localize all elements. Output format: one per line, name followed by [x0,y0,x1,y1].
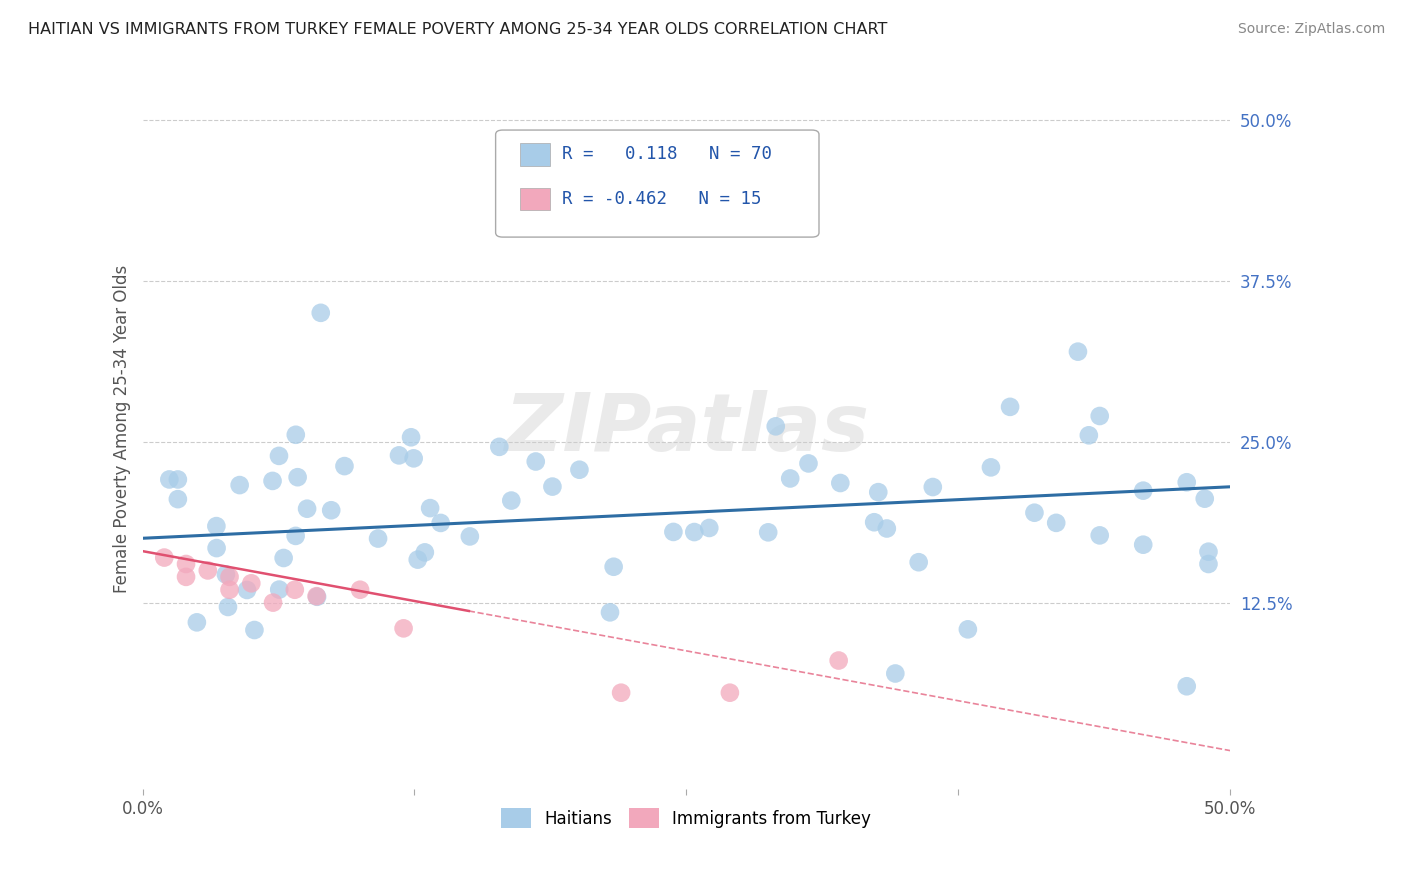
Point [765,419,787,434]
Point [367,532,389,546]
Point [240,576,263,591]
Point [205,519,228,533]
Point [756,525,779,540]
Point [399,430,422,444]
Point [174,570,197,584]
Point [541,480,564,494]
Point [309,306,332,320]
Point [610,686,633,700]
Point [349,582,371,597]
Y-axis label: Female Poverty Among 25-34 Year Olds: Female Poverty Among 25-34 Year Olds [114,265,131,593]
Point [262,596,284,610]
Legend: Haitians, Immigrants from Turkey: Haitians, Immigrants from Turkey [495,801,877,835]
Point [956,623,979,637]
Point [876,521,898,535]
Point [236,582,259,597]
Point [907,555,929,569]
Point [697,521,720,535]
Point [295,501,318,516]
Point [921,480,943,494]
Point [998,400,1021,414]
Text: R = -0.462   N = 15: R = -0.462 N = 15 [562,190,761,208]
Point [1067,344,1090,359]
Point [174,557,197,571]
Point [307,590,329,604]
Point [868,485,890,500]
Point [205,541,228,555]
Text: ZIPatlas: ZIPatlas [503,390,869,468]
Point [1198,544,1220,558]
Point [287,470,309,484]
Point [228,478,250,492]
Point [388,448,411,462]
Point [524,454,547,468]
Point [762,196,785,211]
Point [884,666,907,681]
Point [1088,528,1111,542]
Point [262,474,284,488]
Point [501,493,523,508]
Point [1175,475,1198,490]
Point [1175,679,1198,693]
Point [186,615,208,630]
Point [217,599,239,614]
Point [568,463,591,477]
Point [321,503,343,517]
Point [392,621,415,635]
Point [284,427,307,442]
Point [243,623,266,637]
Point [333,459,356,474]
Text: R =   0.118   N = 70: R = 0.118 N = 70 [562,145,772,163]
Point [157,472,180,486]
Point [718,686,741,700]
Point [779,471,801,485]
Point [602,559,624,574]
Point [305,589,328,603]
Point [980,460,1002,475]
Point [267,449,290,463]
Point [429,516,451,530]
Point [1024,506,1046,520]
Point [662,524,685,539]
Point [458,529,481,543]
Point [1194,491,1216,506]
Point [269,582,291,597]
Point [683,524,706,539]
Point [1045,516,1067,530]
Point [218,582,240,597]
Point [413,545,436,559]
Point [830,475,852,490]
Point [284,529,307,543]
Point [402,451,425,466]
Point [197,564,219,578]
Point [1132,538,1154,552]
Point [863,515,886,529]
Point [284,582,307,597]
Text: HAITIAN VS IMMIGRANTS FROM TURKEY FEMALE POVERTY AMONG 25-34 YEAR OLDS CORRELATI: HAITIAN VS IMMIGRANTS FROM TURKEY FEMALE… [28,22,887,37]
Point [599,605,621,619]
Point [153,550,176,565]
Point [797,457,820,471]
Point [406,552,429,566]
Point [273,551,295,566]
Point [1088,409,1111,423]
Point [1132,483,1154,498]
Point [419,501,441,516]
Point [167,473,190,487]
Point [488,440,510,454]
Point [167,492,190,507]
Point [1077,428,1099,442]
Point [215,567,238,582]
Text: Source: ZipAtlas.com: Source: ZipAtlas.com [1237,22,1385,37]
Point [218,570,240,584]
Point [1198,557,1220,571]
Point [827,653,849,667]
